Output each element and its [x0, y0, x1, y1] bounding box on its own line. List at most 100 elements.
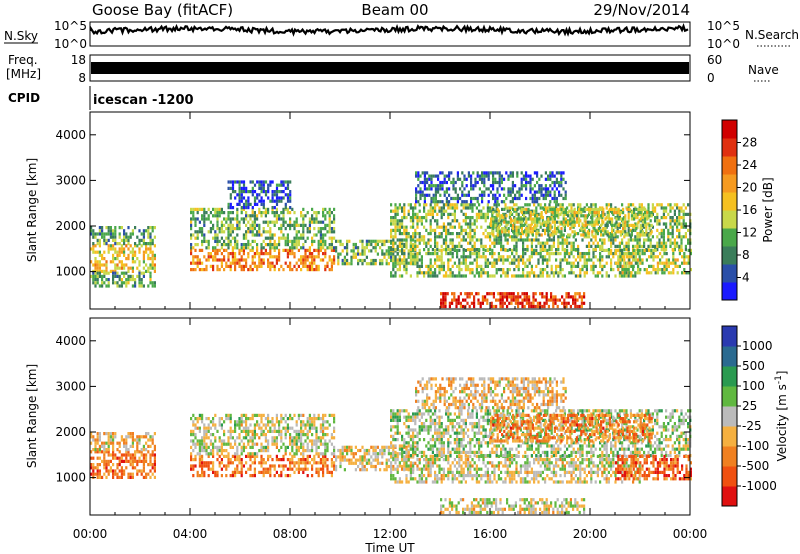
scatter-cell [636, 235, 639, 239]
scatter-cell [471, 235, 474, 239]
scatter-cell [131, 456, 134, 460]
scatter-cell [282, 220, 285, 224]
scatter-cell [118, 247, 121, 251]
scatter-cell [489, 190, 492, 194]
scatter-cell [365, 262, 368, 266]
scatter-cell [460, 244, 463, 248]
scatter-cell [503, 207, 506, 211]
scatter-cell [324, 214, 327, 218]
scatter-cell [286, 183, 290, 187]
scatter-cell [260, 426, 263, 430]
scatter-cell [513, 235, 516, 239]
scatter-cell [116, 448, 119, 452]
scatter-cell [454, 196, 457, 201]
scatter-cell [603, 232, 606, 236]
scatter-cell [658, 238, 661, 242]
scatter-cell [273, 214, 276, 218]
scatter-cell [500, 219, 503, 223]
scatter-cell [293, 464, 296, 468]
scatter-cell [493, 203, 496, 207]
scatter-cell [656, 212, 659, 216]
scatter-cell [595, 211, 598, 215]
scatter-cell [436, 252, 439, 256]
scatter-cell [685, 261, 688, 265]
scatter-cell [311, 261, 314, 265]
scatter-cell [579, 255, 582, 259]
scatter-cell [683, 258, 686, 262]
scatter-cell [528, 261, 531, 265]
scatter-cell [501, 301, 504, 305]
scatter-cell [506, 268, 509, 272]
scatter-cell [524, 261, 527, 265]
scatter-cell [209, 426, 212, 430]
scatter-cell [614, 274, 617, 278]
scatter-cell [627, 244, 630, 248]
scatter-cell [559, 271, 562, 275]
scatter-cell [648, 264, 651, 268]
scatter-cell [501, 304, 504, 309]
scatter-cell [207, 429, 210, 433]
scatter-cell [333, 255, 336, 259]
scatter-cell [671, 241, 674, 245]
scatter-cell [462, 206, 465, 210]
scatter-cell [280, 458, 283, 462]
scatter-cell [145, 435, 148, 439]
scatter-cell [517, 298, 520, 302]
scatter-cell [352, 249, 355, 253]
scatter-cell [687, 212, 690, 216]
scatter-cell [262, 461, 265, 465]
scatter-cell [496, 200, 499, 204]
scatter-cell [203, 217, 206, 221]
scatter-cell [672, 252, 675, 256]
scatter-cell [295, 461, 298, 465]
scatter-cell [581, 255, 584, 259]
scatter-cell [94, 284, 97, 288]
scatter-cell [568, 219, 571, 223]
scatter-cell [624, 233, 627, 237]
scatter-cell [231, 223, 234, 227]
scatter-cell [212, 223, 215, 227]
scatter-cell [192, 246, 195, 250]
scatter-cell [671, 219, 674, 223]
scatter-cell [262, 190, 265, 194]
scatter-cell [594, 248, 597, 252]
scatter-cell [414, 203, 417, 207]
scatter-cell [414, 242, 417, 247]
scatter-cell [339, 239, 342, 243]
scatter-cell [302, 261, 305, 265]
scatter-cell [510, 301, 513, 305]
scatter-cell [390, 252, 393, 256]
scatter-cell [118, 266, 121, 270]
scatter-cell [471, 228, 474, 232]
scatter-cell [151, 438, 154, 442]
scatter-cell [297, 236, 300, 240]
scatter-cell [96, 456, 99, 460]
scatter-cell [145, 456, 148, 460]
nave-right-tick-top: 60 [707, 53, 722, 67]
scatter-cell [626, 261, 629, 265]
scatter-cell [524, 222, 527, 226]
scatter-cell [280, 470, 283, 474]
scatter-cell [212, 258, 215, 262]
scatter-cell [149, 257, 152, 261]
scatter-cell [196, 470, 199, 474]
scatter-cell [619, 261, 622, 265]
scatter-cell [665, 209, 668, 213]
scatter-cell [96, 266, 99, 270]
scatter-cell [109, 435, 112, 439]
scatter-cell [403, 242, 406, 247]
scatter-cell [506, 271, 509, 275]
scatter-cell [650, 214, 653, 218]
scatter-cell [632, 258, 635, 262]
scatter-cell [445, 190, 448, 194]
scatter-cell [478, 203, 481, 207]
scatter-cell [572, 225, 575, 229]
scatter-cell [289, 206, 292, 210]
scatter-cell [460, 228, 463, 232]
scatter-cell [267, 186, 270, 190]
scatter-cell [492, 177, 495, 181]
scatter-cell [403, 258, 406, 262]
scatter-cell [640, 244, 643, 248]
scatter-cell [471, 271, 474, 275]
scatter-cell [147, 257, 150, 261]
